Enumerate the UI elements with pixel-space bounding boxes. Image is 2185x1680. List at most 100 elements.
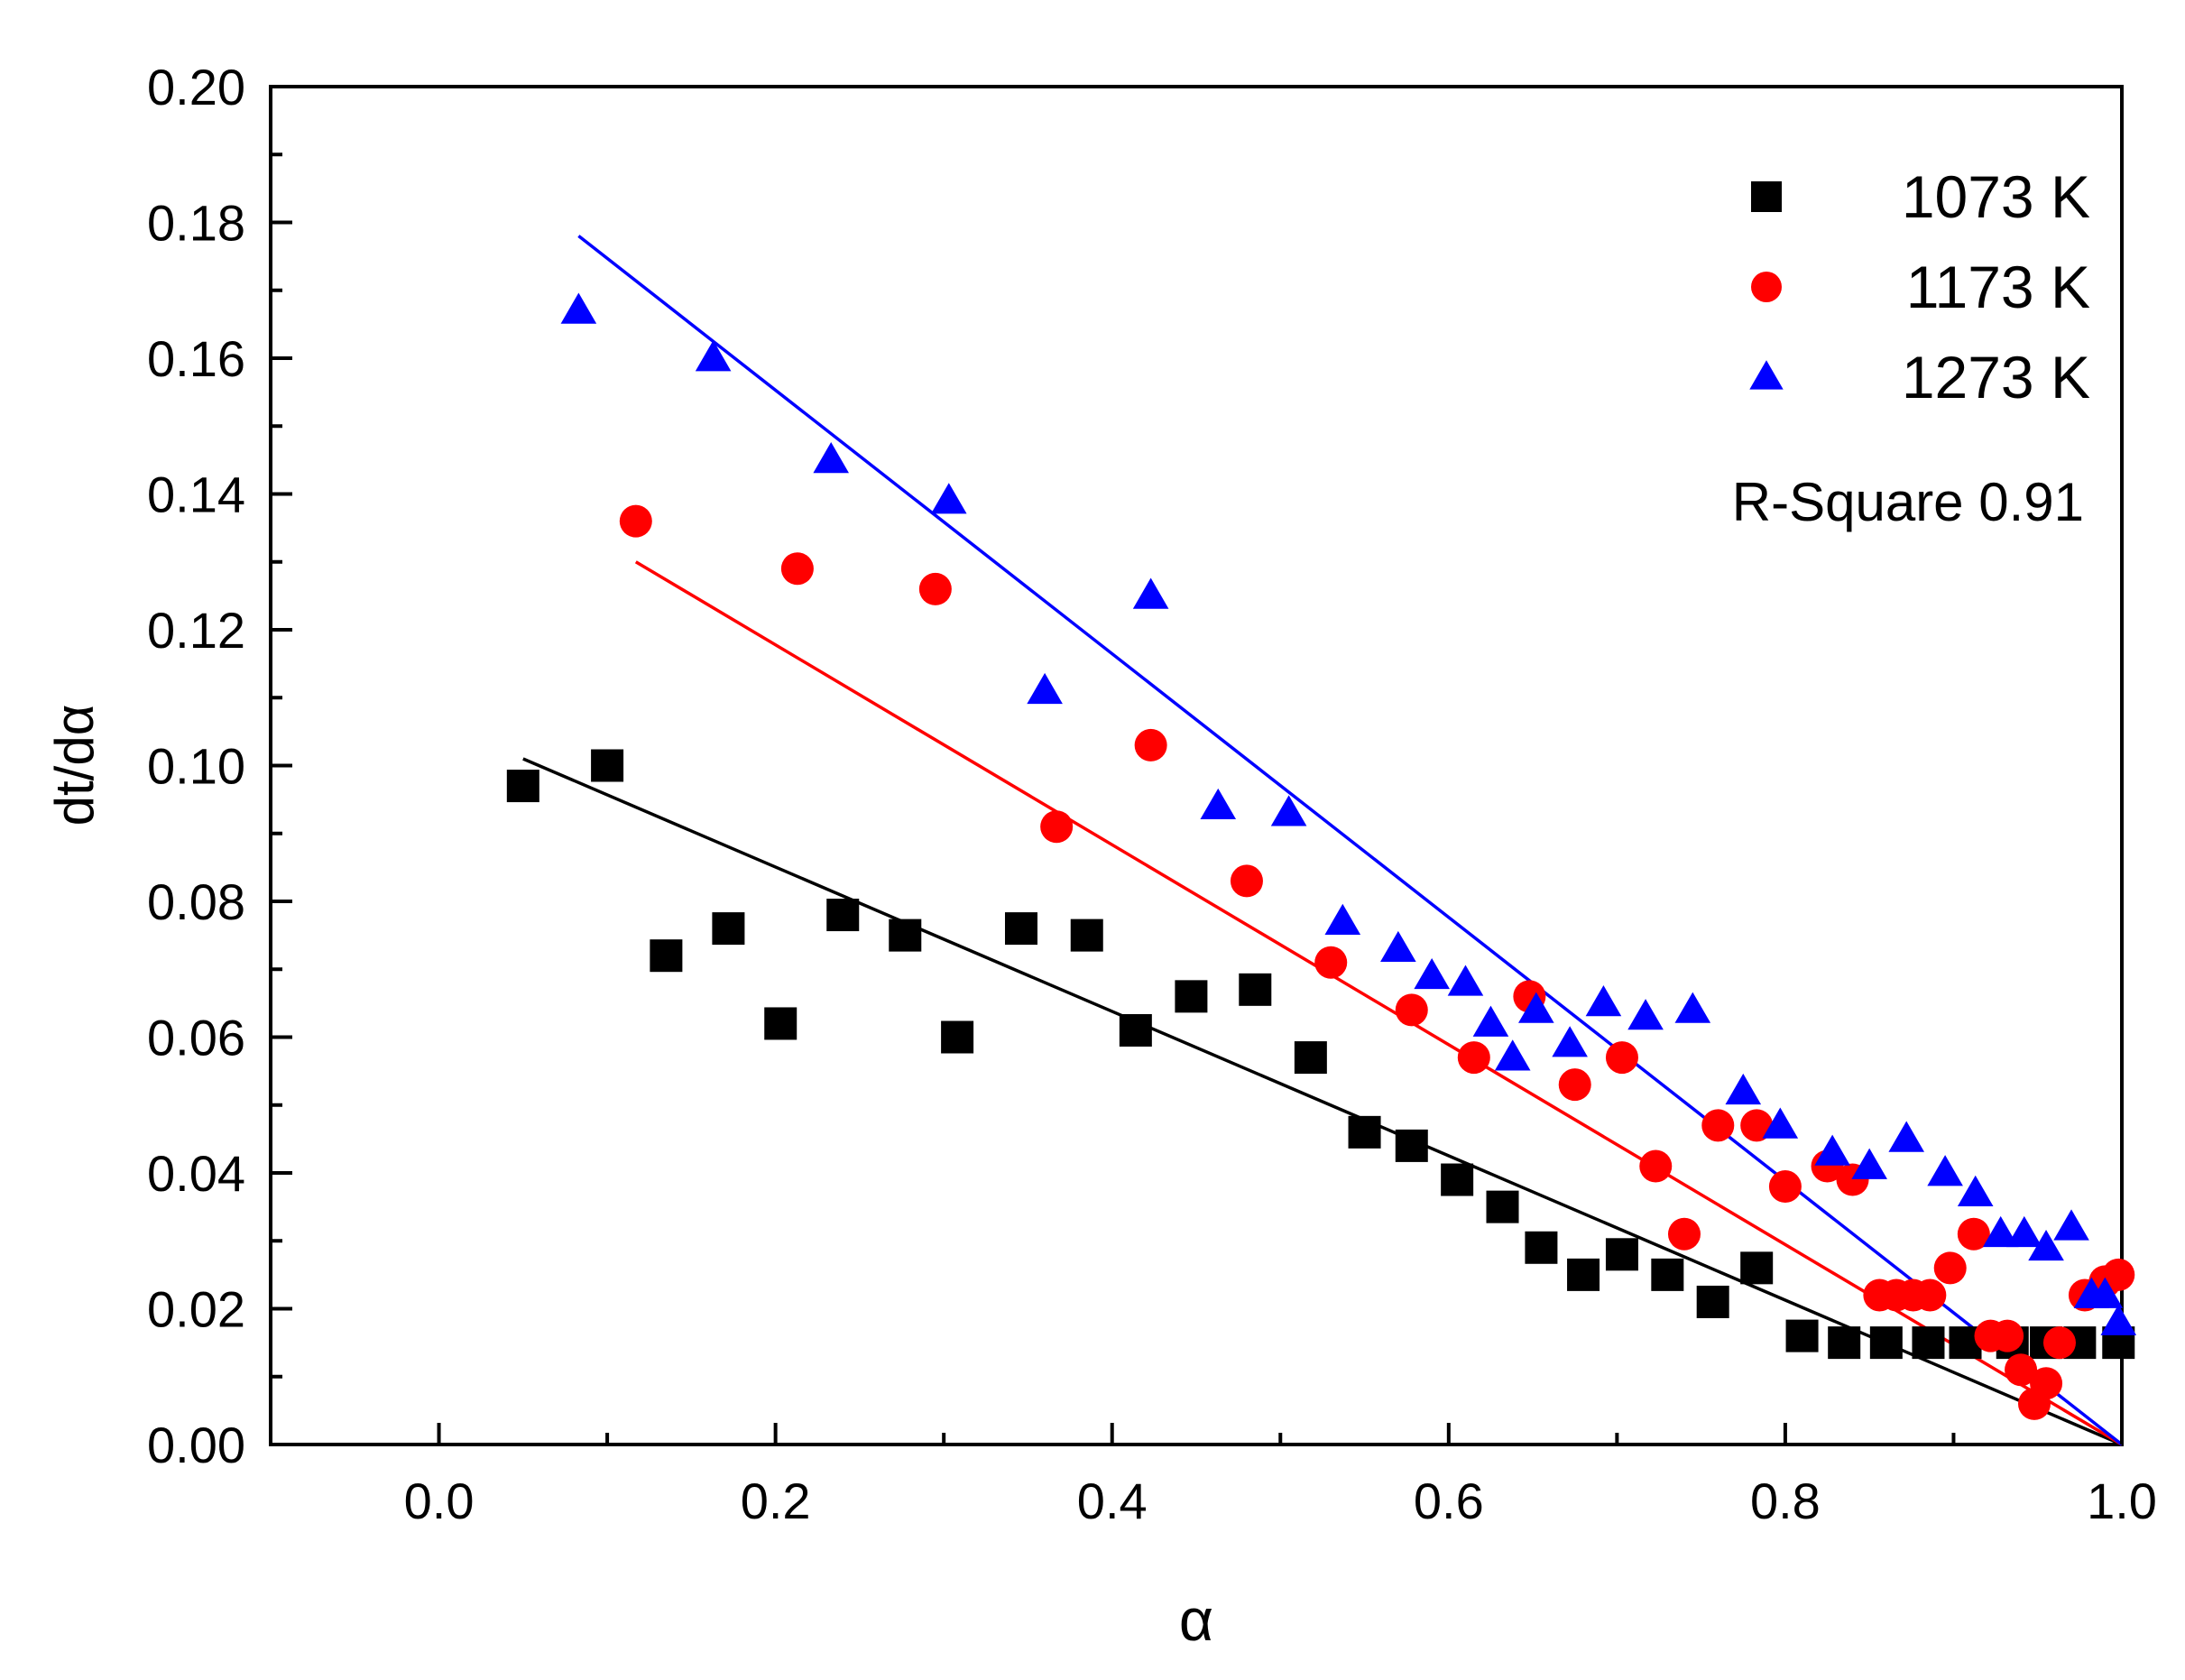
legend-marker — [1751, 272, 1782, 302]
data-point — [930, 483, 967, 514]
data-point — [1982, 1215, 2019, 1248]
data-point — [1134, 728, 1167, 762]
series-1173-k — [619, 504, 2135, 1420]
data-markers — [506, 292, 2137, 1420]
data-point — [506, 770, 539, 803]
data-point — [1457, 1041, 1490, 1075]
legend-label: 1073 K — [1902, 163, 2090, 230]
data-point — [1828, 1326, 1861, 1360]
data-point — [780, 552, 814, 586]
data-point — [1585, 985, 1622, 1017]
x-tick-label: 0.4 — [1077, 1472, 1148, 1529]
data-point — [1957, 1217, 1990, 1251]
x-axis-label: α — [1179, 1586, 1213, 1653]
data-point — [2102, 1258, 2135, 1291]
data-point — [1933, 1251, 1967, 1285]
x-tick-label: 0.6 — [1414, 1472, 1484, 1529]
data-point — [2087, 1277, 2124, 1308]
data-point — [1651, 1258, 1684, 1291]
legend-label: 1273 K — [1902, 344, 2090, 411]
legend-label: 1173 K — [1906, 254, 2090, 320]
data-point — [2005, 1353, 2038, 1387]
data-point — [1348, 1115, 1381, 1149]
data-point — [1494, 1039, 1531, 1071]
data-point — [591, 749, 624, 782]
y-tick-label: 0.06 — [147, 1010, 245, 1066]
data-point — [1558, 1068, 1591, 1102]
data-point — [1701, 1109, 1735, 1142]
data-point — [1762, 1107, 1799, 1139]
x-tick-label: 0.0 — [404, 1472, 475, 1529]
data-point — [918, 572, 952, 605]
data-point — [1552, 1026, 1588, 1057]
data-point — [1230, 864, 1263, 898]
data-point — [764, 1007, 797, 1040]
data-point — [1380, 930, 1416, 963]
data-point — [1175, 980, 1208, 1013]
data-point — [941, 1020, 974, 1054]
x-tick-label: 0.8 — [1750, 1472, 1821, 1529]
data-point — [1740, 1251, 1774, 1285]
data-point — [1667, 1217, 1701, 1251]
y-tick-label: 0.02 — [147, 1281, 245, 1338]
y-tick-label: 0.16 — [147, 330, 245, 387]
data-point — [2042, 1326, 2076, 1360]
data-point — [1869, 1326, 1903, 1360]
data-point — [1395, 1129, 1428, 1162]
data-point — [1814, 1134, 1850, 1166]
data-point — [1605, 1238, 1638, 1271]
r-square-annotation: R-Square 0.91 — [1732, 472, 2084, 532]
series-1073-k — [506, 749, 2135, 1360]
data-point — [1472, 1005, 1509, 1037]
x-axis: 0.0 0.2 0.4 0.6 0.8 1.0 — [269, 1423, 2157, 1529]
y-tick-label: 0.00 — [147, 1417, 245, 1473]
data-point — [1414, 957, 1450, 990]
data-point — [1027, 672, 1063, 705]
data-point — [1119, 1013, 1152, 1047]
y-tick-label: 0.14 — [147, 466, 245, 523]
x-tick-label: 0.2 — [741, 1472, 811, 1529]
y-tick-label: 0.08 — [147, 873, 245, 930]
data-point — [2028, 1229, 2064, 1261]
y-tick-label: 0.04 — [147, 1145, 245, 1202]
data-point — [2100, 1304, 2137, 1335]
data-point — [826, 899, 860, 932]
data-point — [1627, 999, 1664, 1030]
data-point — [889, 918, 922, 952]
data-point — [1912, 1326, 1945, 1360]
data-point — [695, 340, 732, 372]
data-point — [1486, 1190, 1519, 1223]
y-tick-label: 0.12 — [147, 602, 245, 659]
data-point — [1725, 1073, 1762, 1105]
series-1273-k — [560, 292, 2137, 1335]
data-point — [712, 912, 745, 946]
y-axis-label: dt/dα — [44, 705, 105, 826]
data-point — [1696, 1285, 1729, 1318]
data-point — [813, 442, 849, 474]
data-point — [1132, 577, 1169, 609]
fit-line-1273-k — [577, 235, 2124, 1446]
plot-area — [269, 85, 2137, 1446]
data-point — [1314, 946, 1348, 979]
data-point — [1447, 965, 1484, 996]
data-point — [1957, 1175, 1994, 1206]
data-point — [1040, 810, 1074, 844]
data-point — [1070, 918, 1103, 952]
fit-lines — [522, 235, 2124, 1446]
data-point — [1888, 1121, 1925, 1152]
y-tick-label: 0.18 — [147, 195, 245, 252]
data-point — [2030, 1367, 2063, 1400]
data-point — [2053, 1209, 2089, 1241]
data-point — [1004, 912, 1037, 946]
data-point — [1605, 1041, 1638, 1075]
data-point — [1851, 1148, 1887, 1179]
data-point — [1518, 992, 1554, 1023]
data-point — [1913, 1278, 1947, 1312]
y-axis: 0.00 0.02 0.04 0.06 0.08 0.10 0.12 0.14 0.16 0.18… — [147, 59, 292, 1473]
legend-marker — [1751, 181, 1782, 212]
fit-line-1173-k — [634, 560, 2123, 1446]
data-point — [560, 292, 597, 324]
data-point — [650, 939, 683, 973]
data-point — [1927, 1155, 1963, 1186]
